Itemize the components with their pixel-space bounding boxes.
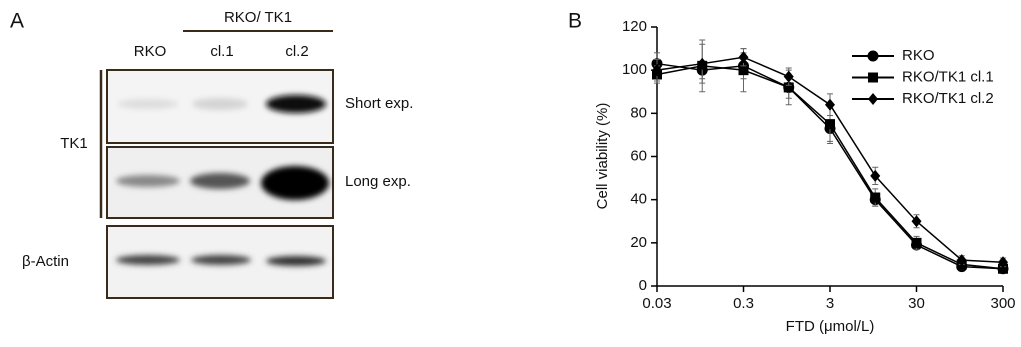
protein-label: TK1 — [60, 135, 88, 152]
series-line — [657, 57, 1003, 262]
y-tick-label: 100 — [622, 61, 647, 78]
y-axis-label: Cell viability (%) — [594, 103, 611, 210]
legend-label: RKO/TK1 cl.1 — [902, 68, 994, 85]
marker — [868, 93, 878, 105]
group-label: RKO/ TK1 — [224, 9, 292, 26]
x-tick-label: 0.03 — [642, 295, 671, 312]
marker — [912, 238, 922, 248]
legend-label: RKO/TK1 cl.2 — [902, 90, 994, 107]
marker — [739, 51, 749, 63]
x-axis-label: FTD (μmol/L) — [786, 318, 875, 335]
y-tick-label: 20 — [630, 234, 647, 251]
exposure-label: Short exp. — [345, 95, 413, 112]
y-tick-label: 0 — [639, 277, 647, 294]
y-tick-label: 40 — [630, 191, 647, 208]
x-tick-label: 0.3 — [733, 295, 754, 312]
marker — [868, 73, 878, 83]
y-tick-label: 80 — [630, 104, 647, 121]
x-tick-label: 3 — [826, 295, 834, 312]
marker — [784, 71, 794, 83]
exposure-label: Long exp. — [345, 173, 411, 190]
marker — [825, 119, 835, 129]
marker — [868, 51, 879, 62]
lane-label: RKO — [134, 43, 167, 60]
legend-label: RKO — [902, 47, 935, 64]
x-tick-label: 300 — [990, 295, 1015, 312]
y-tick-label: 120 — [622, 18, 647, 35]
marker — [870, 193, 880, 203]
loading-label: β-Actin — [22, 253, 69, 270]
chart: B FTD (μmol/L) Cell viability (%) 0 20 40 6… — [568, 10, 1016, 335]
panel-label: A — [10, 10, 24, 33]
lane-label: cl.2 — [285, 43, 308, 60]
lane-label: cl.1 — [210, 43, 233, 60]
panel-label: B — [568, 10, 582, 33]
y-tick-label: 60 — [630, 147, 647, 164]
western-blot-panel: A RKO/ TK1 RKO cl.1 cl.2 TK1 Short exp. … — [10, 9, 413, 298]
figure: A RKO/ TK1 RKO cl.1 cl.2 TK1 Short exp. … — [0, 0, 1021, 347]
x-tick-label: 30 — [908, 295, 925, 312]
marker — [739, 65, 749, 75]
